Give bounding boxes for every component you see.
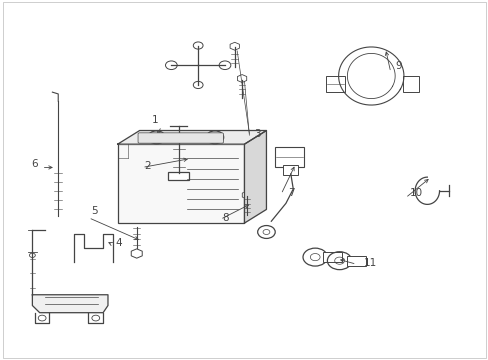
Polygon shape: [118, 131, 266, 144]
Text: 1: 1: [152, 114, 158, 125]
Polygon shape: [32, 295, 108, 313]
Text: 11: 11: [363, 258, 376, 268]
Text: 6: 6: [31, 159, 38, 170]
FancyBboxPatch shape: [323, 252, 341, 262]
FancyBboxPatch shape: [325, 76, 345, 92]
FancyBboxPatch shape: [167, 172, 189, 180]
FancyBboxPatch shape: [403, 76, 418, 92]
FancyBboxPatch shape: [346, 256, 366, 266]
Circle shape: [210, 134, 219, 140]
Circle shape: [152, 134, 161, 140]
FancyBboxPatch shape: [274, 147, 304, 167]
Text: 8: 8: [222, 213, 229, 223]
FancyBboxPatch shape: [138, 133, 223, 143]
FancyBboxPatch shape: [118, 144, 244, 223]
Text: 5: 5: [91, 206, 97, 216]
Text: 10: 10: [409, 188, 423, 198]
Text: 9: 9: [395, 61, 402, 71]
FancyBboxPatch shape: [282, 165, 298, 175]
Text: 4: 4: [115, 238, 122, 248]
Polygon shape: [244, 131, 266, 223]
Text: 3: 3: [254, 129, 260, 139]
Text: 2: 2: [144, 161, 151, 171]
Text: 7: 7: [288, 188, 294, 198]
